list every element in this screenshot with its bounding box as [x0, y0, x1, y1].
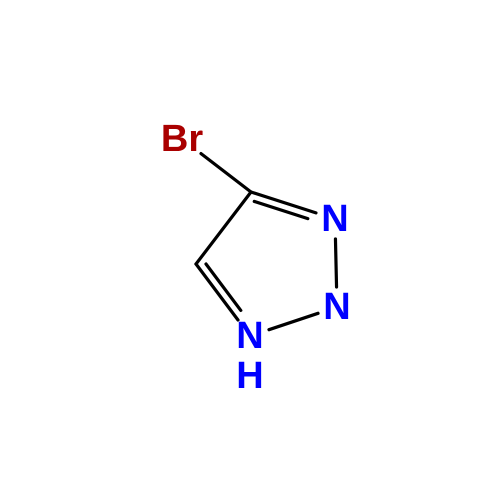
atom-label-br: Br: [161, 120, 203, 158]
atom-label-n-right: N: [321, 200, 348, 238]
atom-label-n-bottom-right: N: [323, 288, 350, 326]
atom-label-h: H: [236, 357, 263, 395]
atom-label-n-bottom-left: N: [236, 317, 263, 355]
molecule-canvas: Br N N N H: [0, 0, 500, 500]
bond-layer: [0, 0, 500, 500]
